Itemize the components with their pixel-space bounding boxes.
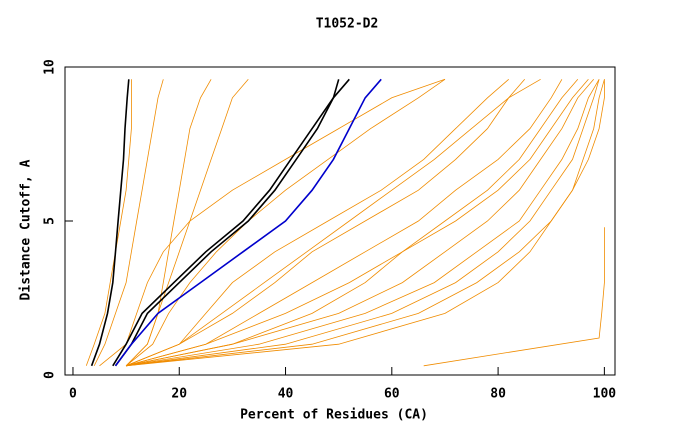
series-line xyxy=(423,227,605,367)
y-tick-label: 10 xyxy=(43,59,58,75)
series-line xyxy=(125,78,541,367)
series-line xyxy=(126,79,600,367)
series-line xyxy=(112,78,350,367)
series-line xyxy=(114,79,340,367)
series-line xyxy=(93,79,164,366)
series-line xyxy=(126,79,595,367)
x-tick-label: 0 xyxy=(69,387,77,402)
series-line xyxy=(126,79,579,367)
x-tick-label: 80 xyxy=(490,387,506,402)
x-tick-label: 40 xyxy=(278,387,294,402)
series-line xyxy=(114,78,382,367)
series-line xyxy=(125,79,249,367)
series-line xyxy=(90,79,130,367)
x-tick-label: 60 xyxy=(384,387,400,402)
y-axis-label: Distance Cutoff, A xyxy=(19,159,34,300)
x-tick-label: 20 xyxy=(171,387,187,402)
series-line xyxy=(125,78,509,367)
series-line xyxy=(126,79,600,367)
series-line xyxy=(99,78,446,367)
chart-title: T1052-D2 xyxy=(316,17,379,32)
y-tick-label: 0 xyxy=(43,371,58,379)
series-line xyxy=(125,79,526,367)
series-line xyxy=(125,79,589,367)
series-line xyxy=(126,79,605,367)
y-tick-label: 5 xyxy=(43,217,58,225)
x-axis-label: Percent of Residues (CA) xyxy=(240,408,428,423)
x-tick-label: 100 xyxy=(593,387,617,402)
series-line xyxy=(125,79,563,367)
series-line xyxy=(125,79,212,367)
series-line xyxy=(85,79,132,366)
